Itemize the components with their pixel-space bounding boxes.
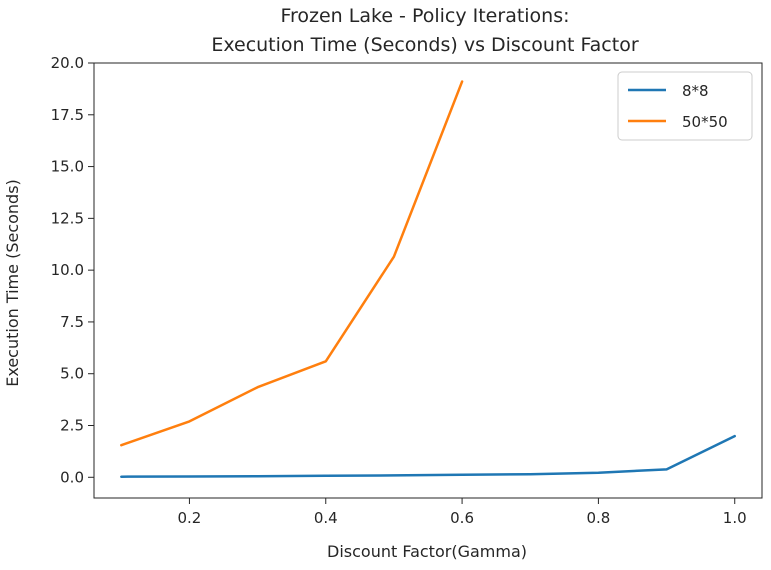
series-lines (120, 80, 736, 478)
x-tick-label: 1.0 (723, 509, 747, 527)
y-tick-label: 7.5 (60, 313, 84, 331)
series-line-8x8 (120, 434, 736, 478)
y-axis-label: Execution Time (Seconds) (3, 179, 22, 387)
x-tick-label: 0.4 (314, 509, 338, 527)
x-tick-label: 0.8 (586, 509, 610, 527)
legend-label-50x50: 50*50 (682, 113, 728, 131)
chart-title-line-1: Frozen Lake - Policy Iterations: (280, 5, 569, 27)
legend-label-8x8: 8*8 (682, 82, 709, 100)
y-tick-label: 5.0 (60, 365, 84, 383)
x-tick-label: 0.2 (177, 509, 201, 527)
chart-title-line-2: Execution Time (Seconds) vs Discount Fac… (211, 34, 638, 56)
y-tick-label: 15.0 (51, 158, 84, 176)
plot-area-frame (93, 62, 763, 499)
x-tick-label: 0.6 (450, 509, 474, 527)
y-tick-label: 10.0 (51, 261, 84, 279)
y-tick-label: 12.5 (51, 209, 84, 227)
y-tick-label: 2.5 (60, 417, 84, 435)
y-tick-label: 20.0 (51, 54, 84, 72)
x-axis-label: Discount Factor(Gamma) (327, 542, 527, 561)
series-line-50x50 (120, 80, 464, 447)
y-tick-label: 17.5 (51, 106, 84, 124)
y-tick-label: 0.0 (60, 468, 84, 486)
y-axis: 0.0 2.5 5.0 7.5 10.0 12.5 15.0 17.5 20.0 (51, 54, 94, 486)
x-axis: 0.2 0.4 0.6 0.8 1.0 (177, 498, 747, 527)
legend: 8*8 50*50 (617, 71, 753, 141)
